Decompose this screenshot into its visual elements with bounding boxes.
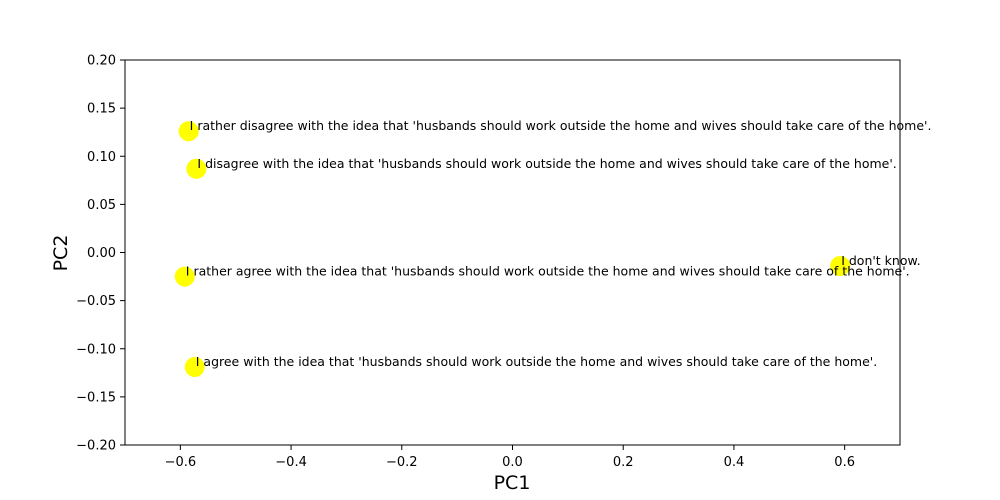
point-label: I rather agree with the idea that 'husba… (186, 264, 910, 279)
y-tick-label: −0.20 (76, 439, 116, 454)
y-axis-title: PC2 (50, 235, 72, 272)
y-tick-label: 0.05 (87, 198, 116, 213)
y-tick-label: −0.05 (76, 294, 116, 309)
x-tick-label: 0.2 (613, 455, 634, 470)
y-tick-label: 0.10 (87, 150, 116, 165)
points-layer (174, 121, 851, 378)
y-tick-label: 0.00 (87, 246, 116, 261)
x-axis: −0.6 −0.4 −0.2 0.0 0.2 0.4 0.6 (165, 445, 855, 470)
point-label: I don't know. (841, 253, 920, 268)
scatter-point (186, 158, 207, 179)
point-label: I rather disagree with the idea that 'hu… (190, 118, 932, 133)
x-tick-label: 0.6 (834, 455, 855, 470)
y-tick-label: −0.15 (76, 390, 116, 405)
scatter-point (184, 357, 205, 378)
x-tick-label: 0.4 (724, 455, 745, 470)
x-tick-label: −0.6 (165, 455, 197, 470)
scatter-point (174, 266, 195, 287)
x-tick-label: −0.2 (386, 455, 418, 470)
y-axis: −0.20 −0.15 −0.10 −0.05 0.00 0.05 0.10 0.15 0.20 (76, 54, 125, 454)
point-label: I agree with the idea that 'husbands sho… (196, 354, 877, 369)
x-tick-label: 0.0 (502, 455, 523, 470)
point-labels-layer: I rather disagree with the idea that 'hu… (186, 118, 932, 369)
scatter-point (830, 255, 851, 276)
x-tick-label: −0.4 (275, 455, 307, 470)
scatter-point (178, 121, 199, 142)
point-label: I disagree with the idea that 'husbands … (197, 156, 896, 171)
y-tick-label: 0.20 (87, 54, 116, 69)
y-tick-label: −0.10 (76, 342, 116, 357)
x-axis-title: PC1 (494, 472, 531, 494)
y-tick-label: 0.15 (87, 102, 116, 117)
